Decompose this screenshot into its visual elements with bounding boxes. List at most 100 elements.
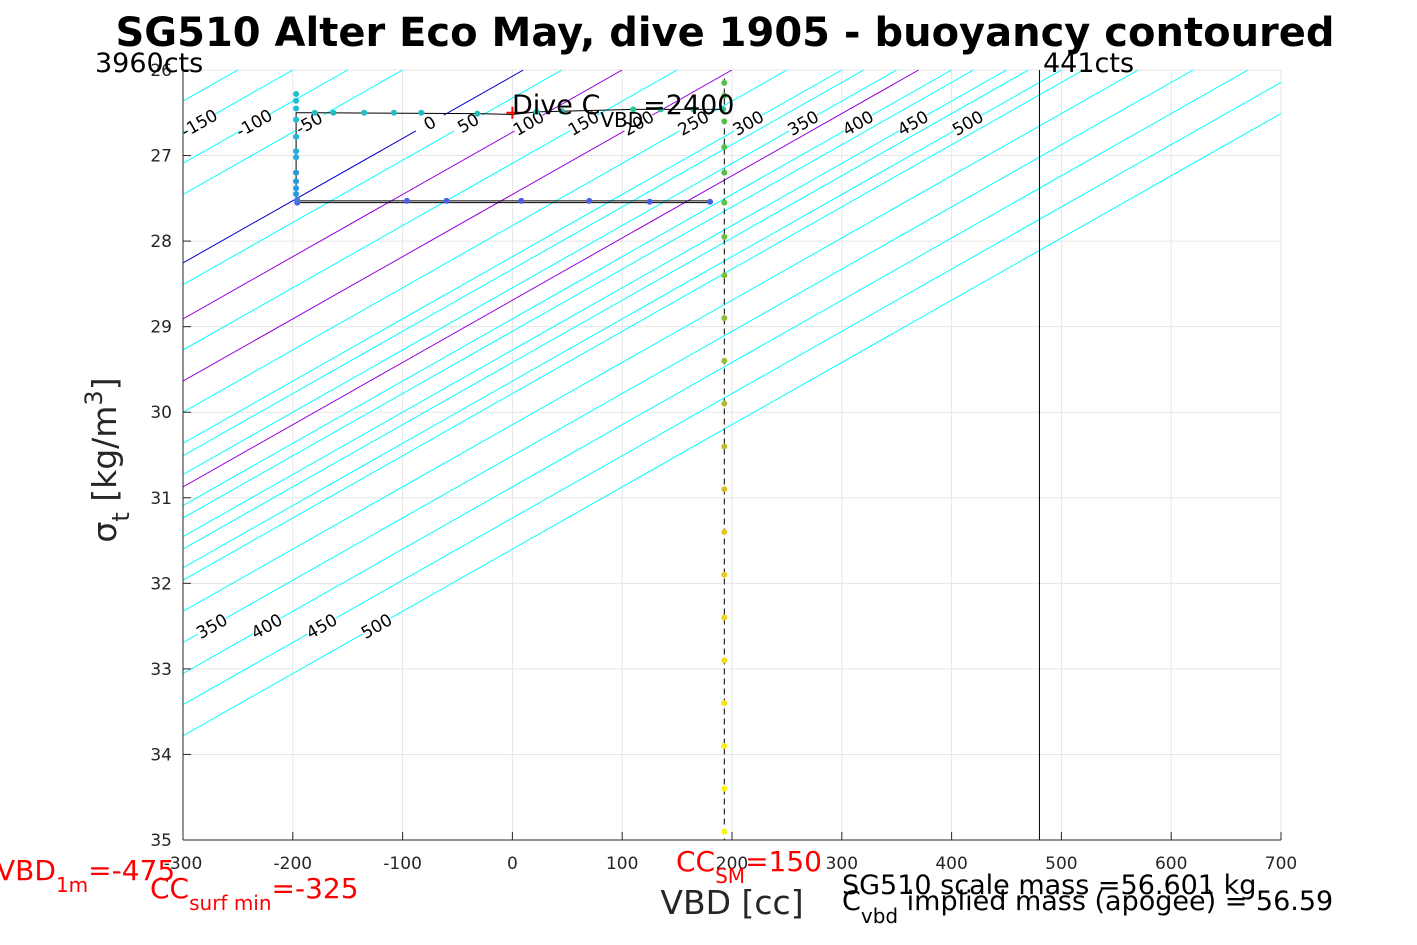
- dive-point: [721, 785, 728, 792]
- contour-line: [183, 70, 1249, 675]
- y-tick-label: 32: [150, 574, 172, 594]
- dive-point: [293, 169, 300, 176]
- dive-point: [720, 106, 727, 113]
- contour-label-bg: [729, 107, 767, 139]
- x-axis-label: VBD [cc]: [660, 883, 803, 922]
- x-tick-label: 100: [606, 854, 638, 874]
- dive-point: [646, 198, 653, 205]
- contour-line: [183, 70, 919, 488]
- dive-point: [293, 178, 300, 185]
- x-tick-label: -300: [164, 854, 203, 874]
- x-tick-label: -100: [383, 854, 422, 874]
- contour-line: [183, 70, 1084, 581]
- dive-point: [721, 700, 728, 707]
- y-tick-label: 29: [150, 318, 172, 338]
- dive-point: [721, 315, 728, 322]
- dive-point: [721, 657, 728, 664]
- top-right-counts-label: 441cts: [1043, 48, 1134, 79]
- contour-line: [183, 70, 1007, 538]
- dive-point: [474, 110, 481, 117]
- dive-point: [293, 185, 300, 192]
- x-tick-label: 300: [826, 854, 858, 874]
- dive-point: [721, 118, 728, 125]
- contour-line: [183, 70, 974, 519]
- contour-line: [183, 70, 678, 351]
- dive-point: [690, 106, 697, 113]
- contour-label-bg: [358, 610, 395, 642]
- dive-point: [443, 197, 450, 204]
- contour-label-bg: [894, 107, 932, 139]
- dive-point: [293, 133, 300, 140]
- dive-point: [293, 154, 300, 161]
- x-tick-label: 700: [1265, 854, 1297, 874]
- dive-point: [721, 614, 728, 621]
- y-tick-label: 35: [150, 831, 172, 851]
- contour-line: [183, 70, 1029, 550]
- y-axis-label: σt [kg/m3]: [80, 377, 135, 542]
- contour-label-bg: [949, 107, 987, 139]
- chart-title: SG510 Alter Eco May, dive 1905 - buoyanc…: [115, 10, 1334, 56]
- contour-line: [183, 81, 1281, 706]
- dive-point: [558, 108, 565, 115]
- contour-line: [183, 70, 1139, 612]
- dive-point: [533, 108, 540, 115]
- dive-point: [721, 92, 728, 99]
- y-tick-label: 34: [150, 745, 172, 765]
- dive-point: [721, 828, 728, 835]
- dive-point: [293, 105, 300, 112]
- contour-label-bg: [235, 107, 273, 139]
- contour-label-bg: [784, 107, 822, 139]
- dive-c-vbd-marker: [506, 106, 519, 119]
- contour-line: [183, 70, 623, 320]
- dive-point: [293, 90, 300, 97]
- dive-point: [721, 357, 728, 364]
- dive-point: [721, 144, 728, 150]
- dive-point: [293, 116, 300, 123]
- contour-label-bg: [620, 107, 657, 139]
- contour-label-bg: [510, 107, 547, 139]
- buoyancy-contours: [183, 70, 1281, 737]
- cc-sm-annotation: CCSM=150: [676, 845, 822, 888]
- cc-surf-min-annotation: CCsurf min=-325: [150, 872, 359, 915]
- dive-point: [361, 109, 368, 116]
- dive-point: [293, 97, 300, 104]
- dive-point: [721, 486, 728, 493]
- dive-point: [721, 233, 728, 240]
- dive-point: [721, 529, 728, 535]
- scale-mass-annotation: SG510 scale mass =56.601 kg: [842, 870, 1256, 901]
- contour-line: [183, 70, 952, 507]
- dive-points: [293, 79, 728, 835]
- dive-point: [721, 199, 728, 206]
- dive-point: [721, 742, 728, 749]
- implied-mass-annotation: Cvbd implied mass (apogee) = 56.59: [842, 886, 1333, 928]
- dive-point: [293, 148, 300, 155]
- dive-point: [721, 571, 728, 578]
- x-tick-label: 400: [935, 854, 967, 874]
- dive-point: [294, 197, 301, 204]
- dive-point: [721, 443, 728, 450]
- y-tick-label: 31: [150, 489, 172, 509]
- y-tick-label: 26: [150, 61, 172, 81]
- contour-line: [183, 70, 563, 286]
- contour-label-bg: [565, 107, 602, 139]
- contour-line: [183, 70, 1194, 644]
- dive-point: [403, 197, 410, 204]
- contour-line: [183, 112, 1281, 737]
- contour-label-bg: [411, 107, 449, 139]
- dive-point: [657, 106, 664, 113]
- dive-point: [586, 197, 593, 204]
- x-tick-label: 200: [716, 854, 748, 874]
- contour-label-bg: [290, 107, 328, 139]
- contour-label-bg: [839, 107, 877, 139]
- contour-line: [183, 70, 865, 457]
- contour-label-bg: [674, 107, 712, 139]
- dive-point: [630, 106, 637, 113]
- y-tick-label: 27: [150, 147, 172, 167]
- dive-point: [721, 79, 728, 86]
- y-tick-label: 30: [150, 403, 172, 423]
- top-left-counts-label: 3960cts: [95, 48, 203, 79]
- x-tick-labels: -300 -200 -100 0 100 200 300 400 500 600 700: [164, 832, 1297, 874]
- x-tick-label: -200: [274, 854, 313, 874]
- contour-line: [183, 70, 843, 444]
